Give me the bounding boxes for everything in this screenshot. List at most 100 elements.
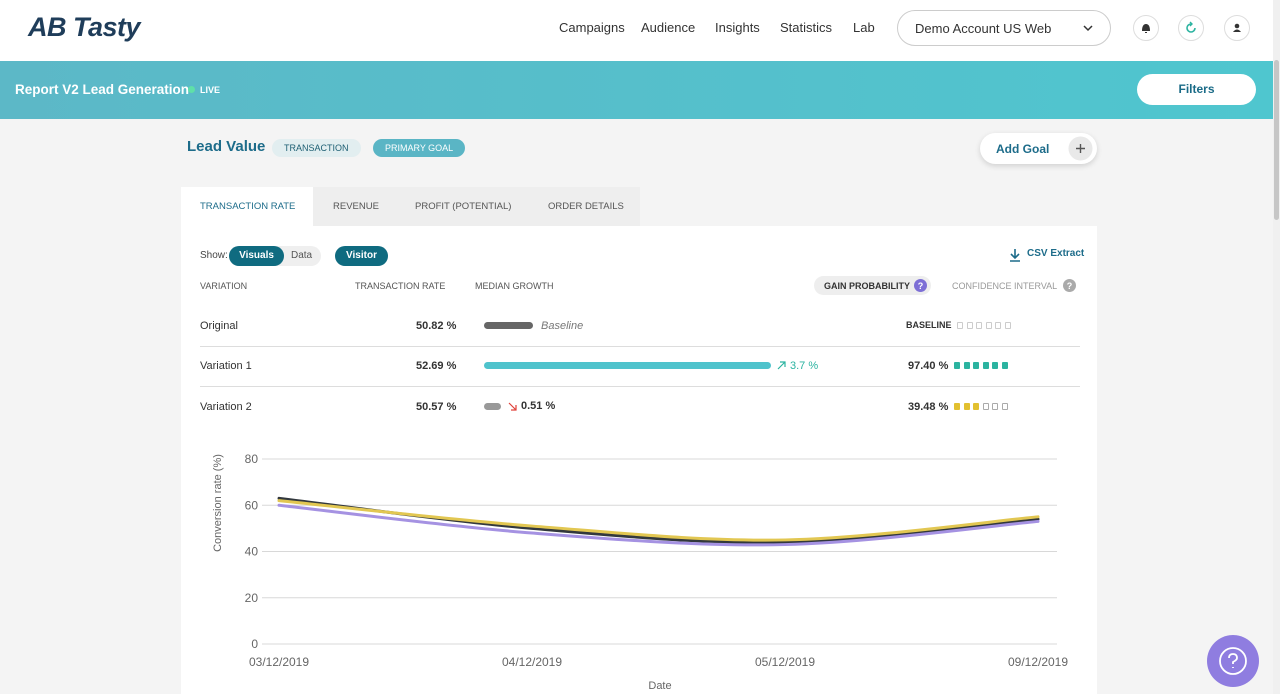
user-icon <box>1233 23 1241 32</box>
y-tick-label: 80 <box>245 452 259 466</box>
add-goal-label: Add Goal <box>996 142 1050 156</box>
chevron <box>1083 25 1093 32</box>
column-header: MEDIAN GROWTH <box>475 281 554 291</box>
live-status: LIVE <box>200 85 221 95</box>
confidence-square <box>957 322 963 329</box>
confidence-square <box>1004 322 1011 329</box>
tab[interactable]: PROFIT (POTENTIAL) <box>415 201 512 212</box>
confidence-square <box>1001 403 1008 410</box>
add-goal-button[interactable]: Add Goal <box>980 133 1097 164</box>
series-line <box>277 503 1040 547</box>
y-tick-label: 0 <box>251 637 258 651</box>
confidence-square <box>1001 362 1008 369</box>
scrollbar <box>1273 0 1280 694</box>
gain: 97.40 % <box>908 360 949 372</box>
download-icon <box>1010 249 1020 262</box>
report-title: Report V2 Lead Generation <box>15 82 190 97</box>
x-tick-label: 03/12/2019 <box>249 655 309 669</box>
down-arrow <box>508 402 517 411</box>
tab[interactable]: REVENUE <box>333 201 379 212</box>
x-tick-label: 04/12/2019 <box>502 655 562 669</box>
confidence-square <box>966 322 973 329</box>
svg-text:?: ? <box>1067 281 1073 291</box>
account-name: Demo Account US Web <box>915 21 1052 36</box>
confidence-square <box>954 403 960 410</box>
y-tick-label: 40 <box>245 545 259 559</box>
gain: BASELINE <box>906 320 952 330</box>
scrollbar-thumb[interactable] <box>1274 60 1279 220</box>
growth-bar <box>484 322 533 329</box>
growth-bar <box>484 362 771 369</box>
confidence-square <box>995 322 1001 329</box>
refresh-icon <box>1186 21 1196 33</box>
profile-button[interactable] <box>1224 15 1250 41</box>
bell-icon <box>1142 24 1150 33</box>
banner: Report V2 Lead Generation LIVE Filters <box>0 61 1280 119</box>
column-header: TRANSACTION RATE <box>355 281 446 291</box>
csv-extract[interactable]: CSV Extract <box>1027 248 1085 259</box>
rate: 52.69 % <box>416 360 457 372</box>
plus-icon <box>1068 136 1093 161</box>
tab[interactable]: TRANSACTION RATE <box>200 201 296 212</box>
confidence-square <box>976 322 982 329</box>
tab[interactable]: ORDER DETAILS <box>548 201 624 212</box>
confidence-square <box>954 362 960 369</box>
help-icon <box>1219 647 1247 675</box>
segment-button[interactable]: Visitor <box>335 246 388 266</box>
goal-tag: PRIMARY GOAL <box>373 139 466 157</box>
growth: 0.51 % <box>521 400 556 412</box>
gain-pill[interactable] <box>814 276 931 295</box>
up-arrow <box>777 361 786 370</box>
help-button[interactable] <box>1207 635 1259 687</box>
confidence-square <box>982 362 989 369</box>
tab-bar <box>313 187 640 226</box>
confidence-square <box>992 403 998 410</box>
confidence-square <box>982 403 989 410</box>
series-line <box>277 499 1040 542</box>
column-header: VARIATION <box>200 281 248 291</box>
confidence-square <box>992 362 998 369</box>
x-tick-label: 05/12/2019 <box>755 655 815 669</box>
growth: Baseline <box>541 320 584 332</box>
confidence-square <box>985 322 992 329</box>
notifications-button[interactable] <box>1133 15 1159 41</box>
variation-name: Variation 2 <box>200 401 252 413</box>
confidence-square <box>963 403 970 410</box>
active-tab-bg <box>181 187 313 226</box>
refresh-button[interactable] <box>1178 15 1204 41</box>
account-select[interactable]: Demo Account US Web <box>897 10 1111 46</box>
confidence-square <box>973 403 979 410</box>
variation-name: Variation 1 <box>200 360 252 372</box>
y-tick-label: 60 <box>245 498 259 512</box>
nav-item[interactable]: Audience <box>641 20 696 35</box>
svg-text:?: ? <box>918 281 924 291</box>
growth: 3.7 % <box>790 360 819 372</box>
toggle-option[interactable]: Data <box>291 250 313 261</box>
column-header: CONFIDENCE INTERVAL <box>952 281 1058 291</box>
nav-item[interactable]: Lab <box>853 20 875 35</box>
nav-item[interactable]: Statistics <box>780 20 833 35</box>
confidence-square <box>973 362 979 369</box>
show-label: Show: <box>200 250 228 261</box>
nav-item[interactable]: Insights <box>715 20 760 35</box>
live-dot <box>188 86 195 93</box>
y-tick-label: 20 <box>245 591 259 605</box>
nav-item[interactable]: Campaigns <box>559 20 625 35</box>
gain: 39.48 % <box>908 401 949 413</box>
help-icon[interactable]: ? <box>1063 279 1076 292</box>
column-header: GAIN PROBABILITY <box>824 281 911 291</box>
rate: 50.82 % <box>416 320 457 332</box>
header: AB Tasty Campaigns Audience Insights Sta… <box>0 0 1280 61</box>
results-card <box>181 226 1097 694</box>
variation-name: Original <box>200 320 238 332</box>
goal-tag: TRANSACTION <box>272 139 361 157</box>
logo[interactable]: AB Tasty <box>28 12 141 42</box>
toggle-option[interactable]: Visuals <box>229 246 284 266</box>
filters-button[interactable]: Filters <box>1137 74 1256 105</box>
help-icon[interactable]: ? <box>914 279 927 292</box>
row-separator <box>200 346 1080 347</box>
goal-name: Lead Value <box>187 138 266 155</box>
chart: Conversion rate (%) Date 0 20 40 60 80 03/12/… <box>212 452 1068 692</box>
growth-bar <box>484 403 501 410</box>
